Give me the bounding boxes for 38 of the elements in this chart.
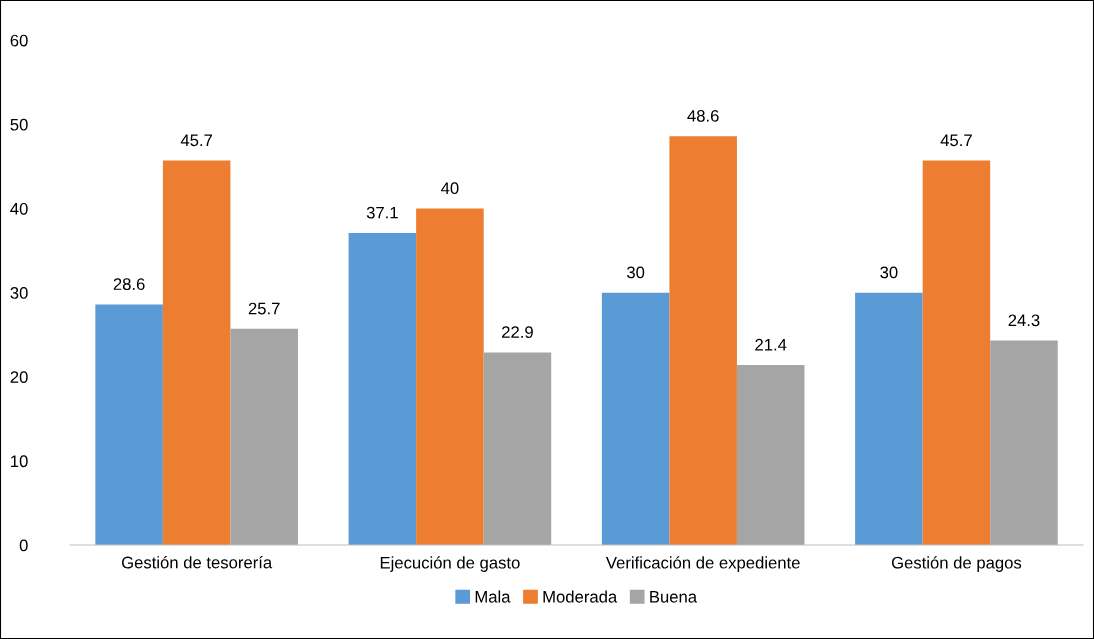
y-tick-label: 40 [10, 202, 28, 215]
data-label: 25.7 [248, 302, 280, 315]
data-label: 45.7 [180, 134, 213, 147]
y-tick-label: 30 [10, 287, 28, 299]
legend-label: Buena [650, 591, 698, 603]
y-tick-label: 0 [19, 539, 28, 552]
data-label: 30 [880, 266, 898, 279]
bar [348, 232, 417, 546]
bar [162, 160, 231, 546]
x-tick-label: Gestión de tesorería [121, 555, 273, 569]
bar [855, 292, 923, 546]
x-tick-label: Ejecución de gasto [380, 556, 520, 572]
y-tick-label: 20 [10, 371, 28, 383]
data-label: 21.4 [755, 338, 787, 351]
bar [230, 328, 298, 546]
y-tick-label: 50 [10, 118, 28, 131]
legend-label: Mala [475, 590, 511, 603]
data-label: 30 [627, 266, 645, 279]
bar [669, 136, 737, 546]
y-tick-label: 60 [10, 34, 28, 47]
bar [990, 340, 1058, 546]
x-tick-label: Verificación de expediente [605, 556, 800, 572]
data-label: 45.7 [940, 134, 972, 147]
legend-label: Moderada [543, 590, 618, 603]
y-tick-label: 10 [11, 455, 28, 468]
bar [95, 304, 163, 546]
data-label: 40 [441, 182, 459, 195]
bar [416, 208, 484, 546]
data-label: 28.6 [113, 278, 145, 291]
data-label: 22.9 [502, 326, 533, 338]
data-label: 48.6 [687, 109, 719, 122]
bar [483, 352, 552, 546]
data-label: 37.1 [366, 206, 398, 219]
bar [736, 365, 805, 546]
bar [922, 160, 991, 546]
bar [601, 292, 670, 546]
data-label: 24.3 [1008, 314, 1040, 327]
x-tick-label: Gestión de pagos [891, 556, 1022, 572]
